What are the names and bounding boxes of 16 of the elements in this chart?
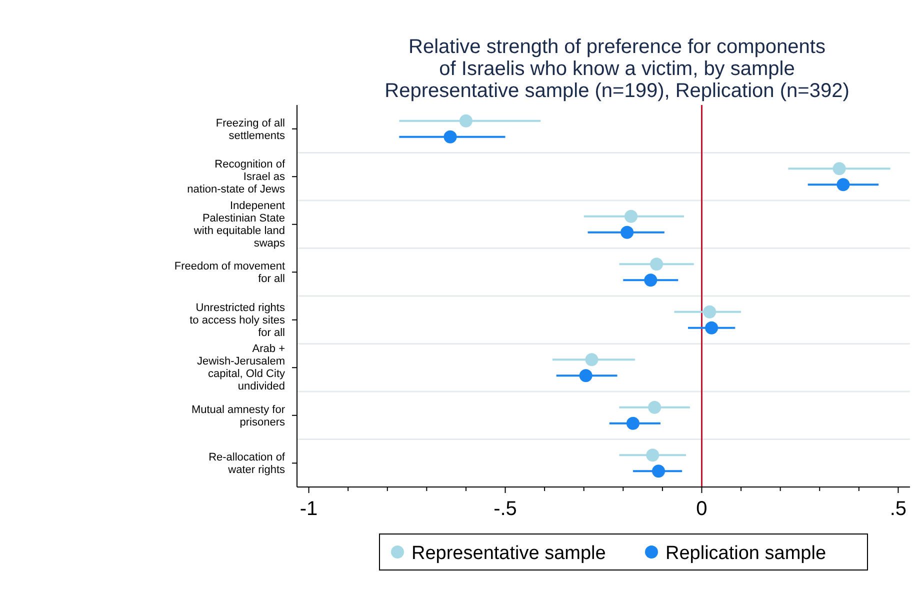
y-tick-label: Re-allocation of water rights <box>208 452 286 476</box>
legend-label: Replication sample <box>666 543 826 564</box>
chart-subtitle: Representative sample (n=199), Replication (n=392) <box>384 80 850 102</box>
y-tick-label: Freezing of all settlements <box>216 117 286 142</box>
y-tick-label: Freedom of movement for all <box>174 260 285 286</box>
y-tick-label: Arab + Jewish-Jerusalem capital, Old City undivided <box>196 343 286 393</box>
y-tick-label: Mutual amnesty for prisoners <box>191 404 286 428</box>
x-tick-label: 0 <box>696 498 708 520</box>
x-tick-label: -1 <box>300 498 318 520</box>
y-tick-label: Indepenent Palestinian State with equitable land swaps <box>192 200 286 250</box>
chart-title: Relative strength of preference for components of Israelis who know a victim, by sample <box>408 36 826 80</box>
x-tick-label: .5 <box>890 498 907 520</box>
legend-label: Representative sample <box>412 543 606 564</box>
y-tick-label: Unrestricted rights to access holy sites for all <box>190 302 286 339</box>
x-tick-label: -.5 <box>494 498 517 520</box>
y-tick-label: Recognition of Israel as nation-state of Jews <box>187 158 286 196</box>
